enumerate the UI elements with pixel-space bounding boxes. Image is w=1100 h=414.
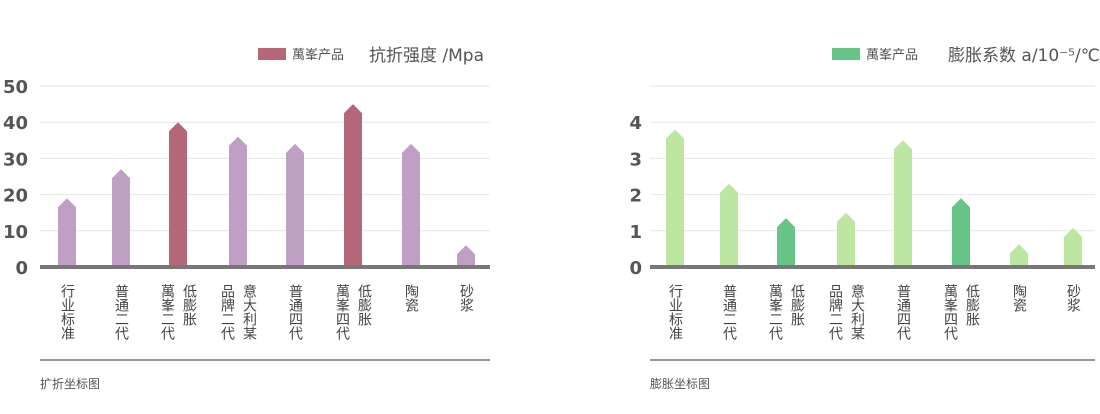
bar (286, 143, 304, 267)
x-tick-label: 普通四代 (287, 284, 303, 341)
bar (1064, 227, 1082, 267)
x-tick-label: 萬峯二代 (159, 284, 175, 341)
bar (837, 212, 855, 267)
bar (112, 169, 130, 267)
x-tick-label: 普通二代 (113, 284, 129, 341)
y-tick-label: 0 (629, 258, 642, 279)
bar (666, 129, 684, 267)
x-tick-label: 砂浆 (1065, 284, 1081, 312)
y-tick-label: 30 (3, 149, 28, 170)
legend-label: 萬峯产品 (292, 48, 344, 63)
bar (894, 140, 912, 267)
y-tick-label: 0 (15, 258, 28, 279)
bar (457, 245, 475, 267)
x-tick-label: 萬峯四代 (334, 284, 350, 341)
bar (952, 198, 970, 267)
x-tick-label: 低膨胀 (181, 284, 197, 327)
x-tick-label: 意大利某 (849, 283, 865, 340)
x-tick-label: 陶瓷 (403, 284, 419, 313)
y-tick-label: 50 (3, 77, 28, 98)
y-tick-label: 3 (629, 149, 642, 170)
chart-title: 膨胀系数 a/10⁻⁵/℃ (948, 46, 1100, 66)
x-tick-label: 砂浆 (458, 284, 474, 312)
chart-caption: 膨胀坐标图 (650, 377, 710, 391)
bar (402, 143, 420, 267)
x-tick-label: 意大利某 (241, 283, 257, 340)
y-tick-label: 40 (3, 113, 28, 134)
x-tick-label: 品牌二代 (827, 284, 843, 341)
legend-label: 萬峯产品 (866, 48, 918, 63)
x-tick-label: 普通四代 (895, 284, 911, 341)
bar (229, 136, 247, 267)
bar (720, 183, 738, 267)
x-tick-label: 行业标准 (667, 284, 683, 340)
x-tick-label: 低膨胀 (964, 284, 980, 327)
chart-title: 抗折强度 /Mpa (369, 46, 484, 66)
x-tick-label: 普通二代 (721, 284, 737, 341)
legend-swatch (258, 48, 286, 60)
x-tick-label: 行业标准 (59, 284, 75, 340)
bar (58, 198, 76, 267)
legend-swatch (832, 48, 860, 60)
y-tick-label: 1 (629, 222, 642, 243)
bar (1010, 244, 1028, 267)
y-tick-label: 10 (3, 222, 28, 243)
y-tick-label: 20 (3, 186, 28, 207)
bar (169, 122, 187, 267)
bar (777, 218, 795, 267)
y-tick-label: 2 (629, 186, 642, 207)
x-tick-label: 低膨胀 (789, 284, 805, 327)
y-tick-label: 4 (629, 113, 642, 134)
x-tick-label: 低膨胀 (356, 284, 372, 327)
x-tick-label: 品牌二代 (219, 284, 235, 341)
chart-caption: 扩折坐标图 (40, 376, 100, 391)
x-tick-label: 萬峯四代 (942, 284, 958, 341)
x-tick-label: 陶瓷 (1011, 284, 1027, 313)
x-tick-label: 萬峯二代 (767, 284, 783, 341)
bar (344, 104, 362, 267)
